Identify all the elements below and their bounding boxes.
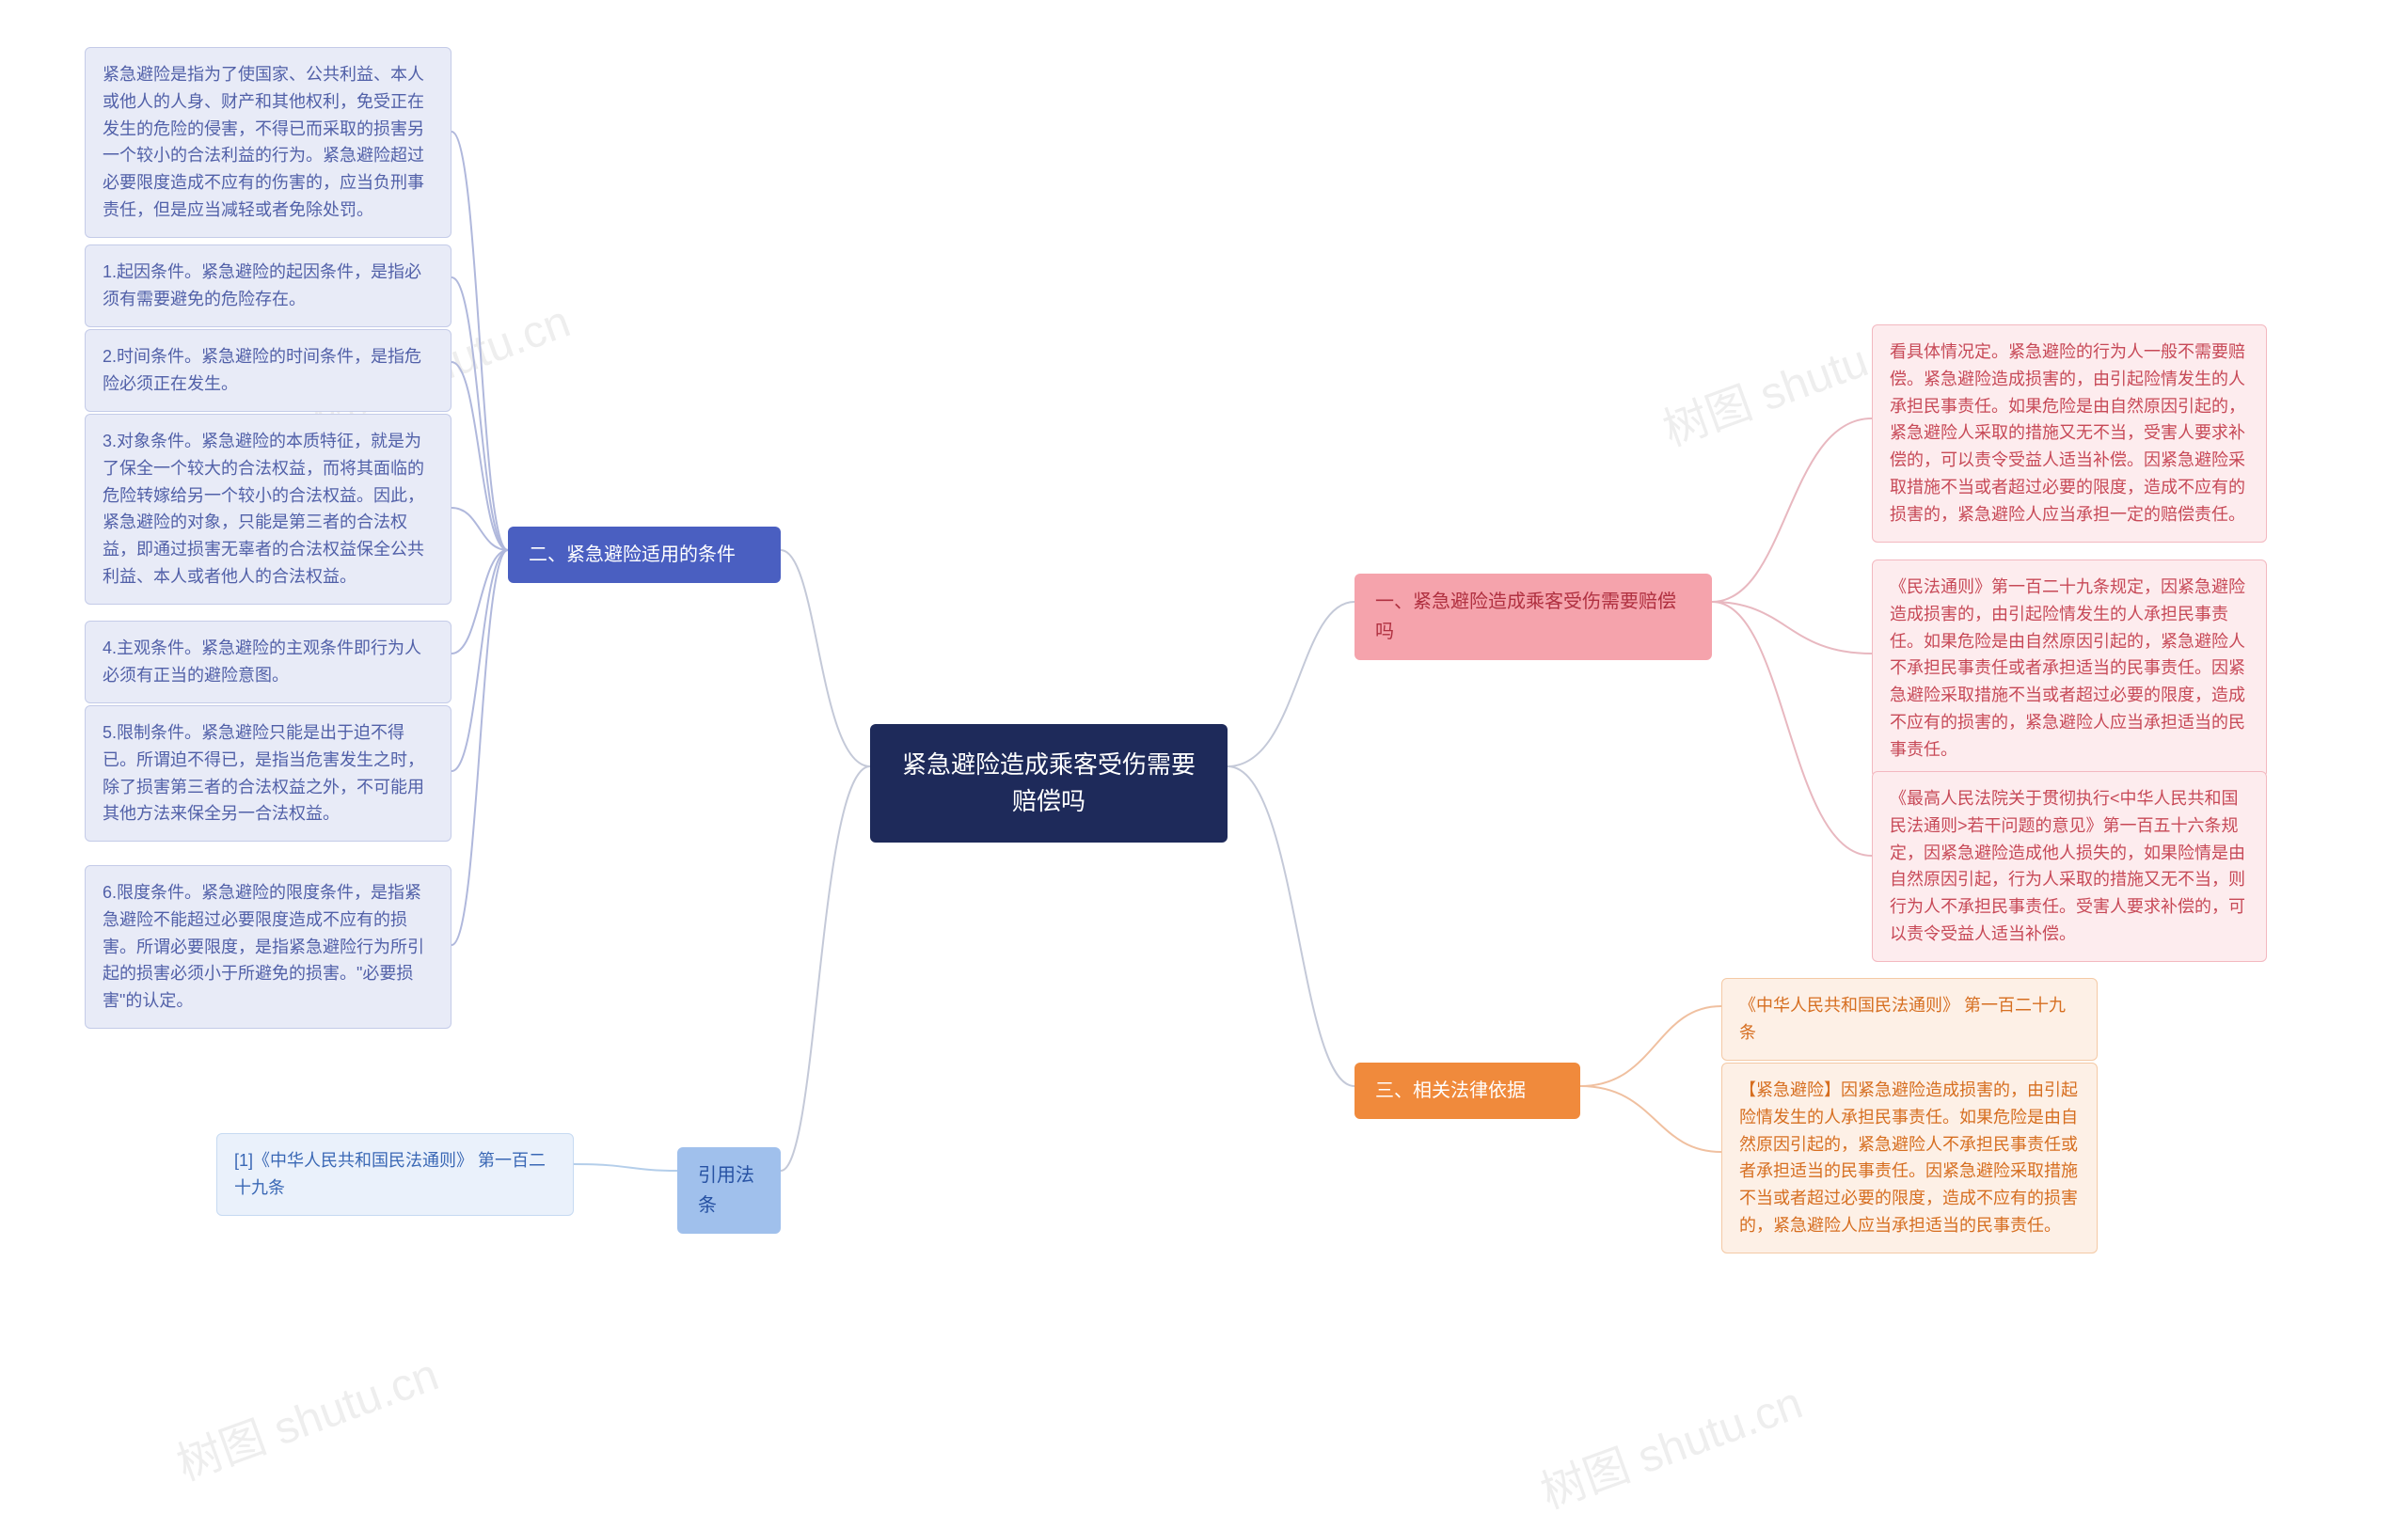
- leaf-node-3-1[interactable]: 【紧急避险】因紧急避险造成损害的，由引起险情发生的人承担民事责任。如果危险是由自…: [1721, 1063, 2098, 1253]
- leaf-node-2-6[interactable]: 6.限度条件。紧急避险的限度条件，是指紧急避险不能超过必要限度造成不应有的损害。…: [85, 865, 452, 1029]
- branch-node-4[interactable]: 引用法条: [677, 1147, 781, 1234]
- branch-node-1[interactable]: 一、紧急避险造成乘客受伤需要赔偿吗: [1354, 574, 1712, 660]
- leaf-node-3-0[interactable]: 《中华人民共和国民法通则》 第一百二十九条: [1721, 978, 2098, 1061]
- leaf-node-1-0[interactable]: 看具体情况定。紧急避险的行为人一般不需要赔偿。紧急避险造成损害的，由引起险情发生…: [1872, 324, 2267, 543]
- leaf-node-2-0[interactable]: 紧急避险是指为了使国家、公共利益、本人或他人的人身、财产和其他权利，免受正在发生…: [85, 47, 452, 238]
- leaf-node-1-2[interactable]: 《最高人民法院关于贯彻执行<中华人民共和国民法通则>若干问题的意见》第一百五十六…: [1872, 771, 2267, 962]
- root-node[interactable]: 紧急避险造成乘客受伤需要赔偿吗: [870, 724, 1228, 843]
- leaf-node-1-1[interactable]: 《民法通则》第一百二十九条规定，因紧急避险造成损害的，由引起险情发生的人承担民事…: [1872, 560, 2267, 778]
- leaf-node-2-5[interactable]: 5.限制条件。紧急避险只能是出于迫不得已。所谓迫不得已，是指当危害发生之时，除了…: [85, 705, 452, 842]
- watermark: 树图 shutu.cn: [166, 1337, 446, 1492]
- leaf-node-4-0[interactable]: [1]《中华人民共和国民法通则》 第一百二十九条: [216, 1133, 574, 1216]
- branch-node-2[interactable]: 二、紧急避险适用的条件: [508, 527, 781, 583]
- leaf-node-2-4[interactable]: 4.主观条件。紧急避险的主观条件即行为人必须有正当的避险意图。: [85, 621, 452, 703]
- watermark: 树图 shutu.cn: [1530, 1365, 1810, 1521]
- leaf-node-2-2[interactable]: 2.时间条件。紧急避险的时间条件，是指危险必须正在发生。: [85, 329, 452, 412]
- branch-node-3[interactable]: 三、相关法律依据: [1354, 1063, 1580, 1119]
- leaf-node-2-3[interactable]: 3.对象条件。紧急避险的本质特征，就是为了保全一个较大的合法权益，而将其面临的危…: [85, 414, 452, 605]
- leaf-node-2-1[interactable]: 1.起因条件。紧急避险的起因条件，是指必须有需要避免的危险存在。: [85, 244, 452, 327]
